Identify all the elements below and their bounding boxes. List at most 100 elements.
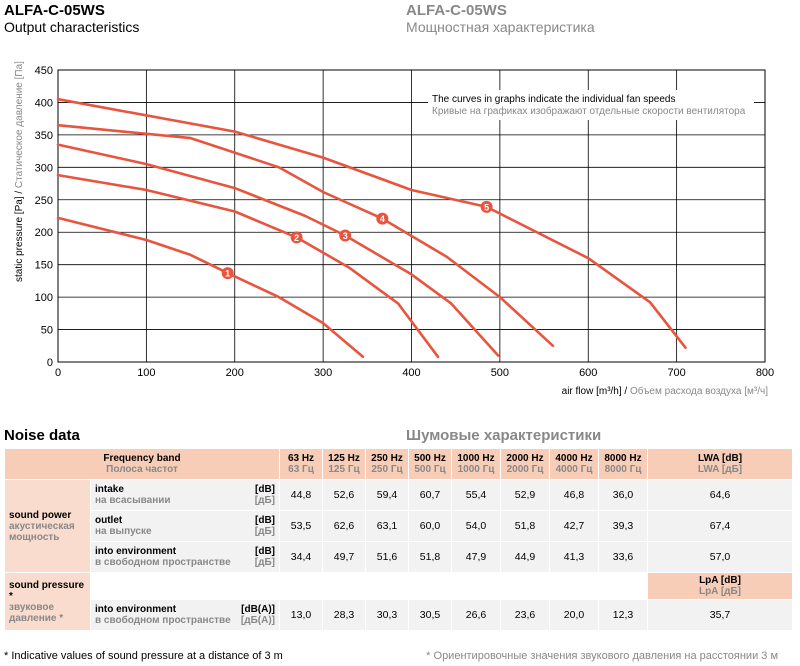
row-unit-en: [dB] xyxy=(255,515,275,526)
band-ru: 500 Гц xyxy=(414,464,446,475)
band-ru: 4000 Гц xyxy=(555,464,593,475)
row-name-ru: в свободном пространстве xyxy=(95,615,231,626)
row-label: outlet [dB] на выпуске [дБ] xyxy=(91,511,279,541)
note-box xyxy=(428,90,754,120)
y-tick-label: 0 xyxy=(47,357,53,369)
table-cell-total: 57,0 xyxy=(648,542,792,572)
curve-label-3: 3 xyxy=(343,231,348,241)
series: 1 2 3 4 5 xyxy=(56,97,687,359)
note-ru: Кривые на графиках изображают отдельные … xyxy=(432,105,746,117)
table-cell: 59,4 xyxy=(366,480,408,510)
noise-header-row: Frequency band Полоса частот 63 Hz 63 Гц … xyxy=(5,449,792,479)
table-cell: 30,5 xyxy=(409,600,451,630)
y-tick-label: 350 xyxy=(35,130,53,142)
lpa-header: LpA [dB] LpA [дБ] xyxy=(648,573,792,599)
x-tick-label: 700 xyxy=(667,367,685,379)
table-cell-total: 67,4 xyxy=(648,511,792,541)
table-row: sound pressure * звуковое давление * LpA… xyxy=(5,573,792,630)
chart-svg: 0 100 200 300 400 500 600 700 800 0 50 100 150 200 250… xyxy=(14,61,775,397)
lwa-ru: LWA [дБ] xyxy=(697,464,743,475)
table-cell: 51,6 xyxy=(366,542,408,572)
row-unit-ru: [дБ] xyxy=(254,526,275,537)
blank-cell xyxy=(91,573,647,599)
noise-title-en: Noise data xyxy=(4,427,80,444)
sound-power-group: sound power акустическая мощность xyxy=(5,480,90,572)
y-tick-label: 200 xyxy=(35,227,53,239)
pressure-group-en: sound pressure * xyxy=(9,579,85,602)
noise-table: Frequency band Полоса частот 63 Hz 63 Гц … xyxy=(4,448,793,631)
table-cell: 39,3 xyxy=(599,511,647,541)
table-cell: 30,3 xyxy=(366,600,408,630)
table-cell: 62,6 xyxy=(323,511,365,541)
table-row: into environment [dB] в свободном простра… xyxy=(5,542,792,572)
table-cell: 53,5 xyxy=(280,511,322,541)
band-ru: 8000 Гц xyxy=(604,464,642,475)
curve-marker-2 xyxy=(290,231,303,244)
x-tick-label: 500 xyxy=(491,367,509,379)
band-header: 500 Hz 500 Гц xyxy=(409,449,451,479)
fan-speed-curve-3 xyxy=(56,143,500,357)
row-name-en: intake xyxy=(95,484,124,495)
table-row: into environment [dB(A)] в свободном прос… xyxy=(5,600,792,630)
x-tick-label: 0 xyxy=(55,367,61,379)
subtitle-en: Output characteristics xyxy=(4,19,140,35)
row-label: into environment [dB] в свободном простра… xyxy=(91,542,279,572)
row-name-en: into environment xyxy=(95,604,177,615)
y-tick-label: 250 xyxy=(35,195,53,207)
y-tick-label: 50 xyxy=(41,325,53,337)
table-cell-total: 64,6 xyxy=(648,480,792,510)
curve-label-4: 4 xyxy=(380,214,385,224)
fan-speed-curve-5 xyxy=(56,97,687,349)
band-en: 500 Hz xyxy=(414,453,446,464)
x-tick-label: 800 xyxy=(756,367,774,379)
y-tick-label: 100 xyxy=(35,292,53,304)
noise-title-ru: Шумовые характеристики xyxy=(406,427,602,444)
band-header: 8000 Hz 8000 Гц xyxy=(599,449,647,479)
curve-marker-3 xyxy=(339,229,352,242)
curve-marker-4 xyxy=(376,212,389,225)
curve-label-2: 2 xyxy=(294,233,299,243)
table-cell-total: 35,7 xyxy=(648,600,792,630)
row-name-en: outlet xyxy=(95,515,123,526)
model-title-en: ALFA-C-05WS xyxy=(4,2,105,19)
footnote-en: * Indicative values of sound pressure at… xyxy=(4,650,283,662)
row-name-en: into environment xyxy=(95,546,177,557)
lwa-header: LWA [dB] LWA [дБ] xyxy=(648,449,792,479)
curve-label-5: 5 xyxy=(484,202,489,212)
note-en: The curves in graphs indicate the indivi… xyxy=(432,94,675,105)
row-unit-en: [dB] xyxy=(255,546,275,557)
table-row: outlet [dB] на выпуске [дБ] 53,5 62,6 63,1… xyxy=(5,511,792,541)
table-cell: 47,9 xyxy=(452,542,500,572)
y-axis-label: static pressure [Pa] / Статическое давле… xyxy=(14,61,25,282)
row-unit-en: [dB(A)] xyxy=(241,604,275,615)
footnote-ru: * Ориентировочные значения звукового дав… xyxy=(426,650,778,662)
table-cell: 42,7 xyxy=(550,511,598,541)
band-header: 1000 Hz 1000 Гц xyxy=(452,449,500,479)
table-cell: 12,3 xyxy=(599,600,647,630)
band-header: 250 Hz 250 Гц xyxy=(366,449,408,479)
table-cell: 34,4 xyxy=(280,542,322,572)
x-tick-label: 100 xyxy=(137,367,155,379)
table-cell: 20,0 xyxy=(550,600,598,630)
tick-labels: 0 100 200 300 400 500 600 700 800 0 50 100 150 200 250… xyxy=(35,65,775,379)
y-tick-label: 300 xyxy=(35,162,53,174)
y-tick-label: 400 xyxy=(35,97,53,109)
table-cell: 63,1 xyxy=(366,511,408,541)
table-cell: 51,8 xyxy=(409,542,451,572)
band-ru: 63 Гц xyxy=(288,464,314,475)
table-cell: 44,9 xyxy=(501,542,549,572)
row-unit-ru: [дБ] xyxy=(254,495,275,506)
band-ru: 2000 Гц xyxy=(506,464,544,475)
y-tick-label: 450 xyxy=(35,65,53,77)
row-name-ru: на выпуске xyxy=(95,526,152,537)
table-cell: 52,9 xyxy=(501,480,549,510)
pressure-group-ru: звуковое давление * xyxy=(9,601,64,624)
row-name-ru: на всасывании xyxy=(95,495,171,506)
table-cell: 52,6 xyxy=(323,480,365,510)
table-cell: 26,6 xyxy=(452,600,500,630)
table-cell: 60,7 xyxy=(409,480,451,510)
band-en: 63 Hz xyxy=(287,453,315,464)
xlabel-en: air flow [m³/h] / xyxy=(562,386,630,397)
table-cell: 44,8 xyxy=(280,480,322,510)
x-axis-label: air flow [m³/h] / Объем расхода воздуха … xyxy=(562,385,769,397)
